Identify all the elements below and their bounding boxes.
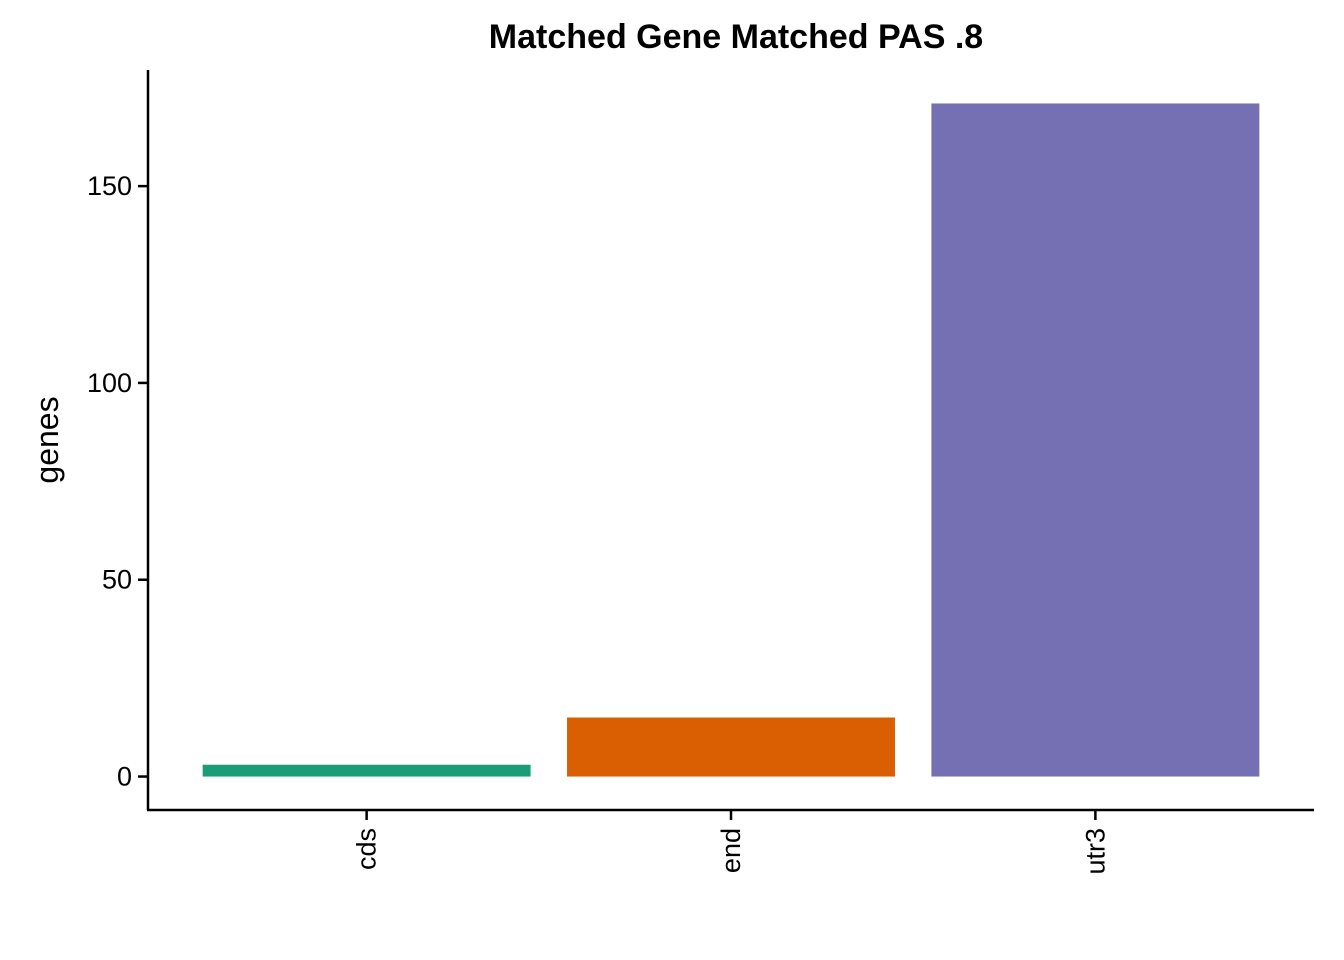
x-tick-label-utr3: utr3	[1080, 828, 1110, 875]
y-tick-label: 150	[87, 171, 132, 201]
bars-group	[202, 103, 1260, 777]
x-axis-ticks: cds end utr3	[352, 810, 1110, 875]
y-tick-label: 100	[87, 368, 132, 398]
y-axis-label: genes	[29, 396, 65, 483]
y-tick-label: 50	[102, 565, 132, 595]
y-tick-label: 0	[117, 762, 132, 792]
bar-end	[567, 717, 895, 777]
x-tick-label-cds: cds	[352, 828, 382, 870]
chart-title: Matched Gene Matched PAS .8	[489, 18, 983, 56]
y-axis-ticks: 0 50 100 150	[87, 171, 148, 792]
bar-utr3	[931, 103, 1260, 777]
x-tick-label-end: end	[716, 828, 746, 873]
bar-cds	[202, 764, 531, 777]
